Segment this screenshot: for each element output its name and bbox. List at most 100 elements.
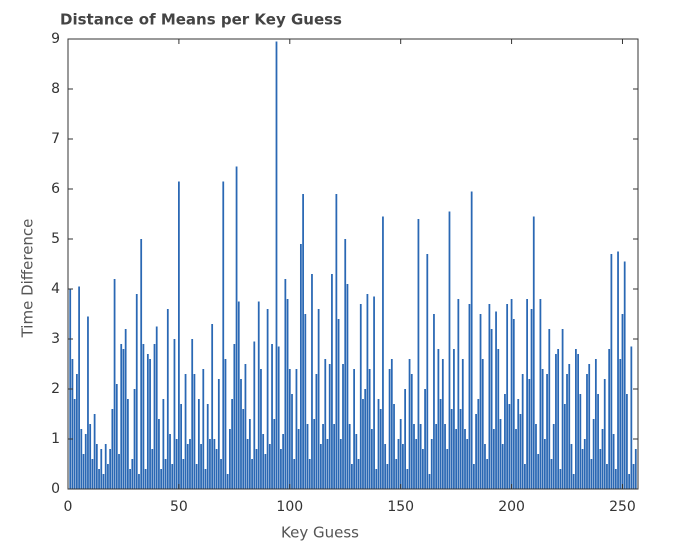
bar	[433, 314, 435, 489]
bar	[444, 424, 446, 489]
bar	[91, 459, 94, 489]
bar	[495, 311, 497, 489]
bar	[461, 359, 464, 489]
bar	[430, 439, 433, 489]
bar	[175, 439, 178, 489]
bar	[583, 439, 586, 489]
x-axis-label: Key Guess	[281, 524, 359, 542]
bar	[171, 464, 174, 489]
bar	[337, 319, 340, 489]
bar	[118, 454, 120, 489]
bar	[517, 399, 520, 489]
bar	[291, 394, 293, 489]
bar	[603, 379, 606, 489]
bar	[575, 349, 577, 489]
bar	[328, 364, 331, 489]
bar	[142, 344, 145, 489]
bar	[248, 419, 251, 489]
bar	[415, 439, 418, 489]
bar	[237, 301, 240, 489]
bar	[594, 359, 597, 489]
bar	[344, 239, 347, 489]
bar	[149, 359, 151, 489]
bar	[355, 434, 358, 489]
bar	[246, 439, 249, 489]
bar	[477, 399, 480, 489]
bar	[257, 301, 260, 489]
bar	[131, 459, 134, 489]
bar	[459, 409, 462, 489]
bar	[160, 469, 163, 489]
bar	[421, 449, 424, 489]
bar	[302, 194, 304, 489]
bar	[82, 454, 85, 489]
bar	[581, 449, 584, 489]
bar	[588, 364, 591, 489]
bar	[339, 439, 342, 489]
bar	[184, 374, 187, 489]
bar	[195, 464, 198, 489]
bar	[120, 344, 123, 489]
bar	[464, 429, 466, 489]
bar	[546, 374, 548, 489]
bar	[481, 359, 484, 489]
bar	[537, 454, 540, 489]
bar	[617, 251, 619, 489]
bar	[530, 309, 533, 489]
bar	[286, 299, 289, 489]
y-tick-label: 3	[51, 331, 60, 347]
bar	[87, 316, 89, 489]
bar	[306, 424, 309, 489]
chart-title: Distance of Means per Key Guess	[60, 11, 342, 29]
bar	[543, 439, 546, 489]
bar	[262, 434, 265, 489]
y-tick-label: 6	[51, 181, 60, 197]
bar	[211, 324, 214, 489]
y-axis-label: Time Difference	[19, 219, 37, 339]
bar	[213, 439, 216, 489]
bar	[457, 299, 460, 489]
bar	[122, 349, 125, 489]
bar	[180, 404, 182, 489]
bar	[386, 464, 389, 489]
bar	[439, 399, 442, 489]
bar	[408, 359, 411, 489]
bar	[322, 424, 324, 489]
bar	[393, 404, 395, 489]
bar	[417, 219, 420, 489]
bar	[288, 369, 291, 489]
bar	[524, 464, 526, 489]
bar	[572, 474, 575, 489]
bar	[501, 444, 504, 489]
bar	[282, 434, 285, 489]
bar	[138, 474, 140, 489]
bar	[590, 459, 593, 489]
bar	[215, 449, 218, 489]
bar	[193, 374, 196, 489]
bar	[390, 359, 393, 489]
bar	[475, 414, 477, 489]
bar	[126, 399, 129, 489]
bar	[308, 459, 311, 489]
bar	[634, 449, 637, 489]
y-tick-label: 7	[51, 131, 60, 147]
bar	[437, 349, 440, 489]
bar	[189, 439, 191, 489]
bar	[377, 399, 380, 489]
bar	[209, 439, 211, 489]
bar	[95, 444, 98, 489]
x-tick-label: 250	[609, 499, 636, 515]
bar	[220, 459, 222, 489]
bar	[441, 359, 444, 489]
bar	[115, 384, 118, 489]
bar	[608, 349, 611, 489]
bar	[370, 429, 373, 489]
bar	[251, 459, 253, 489]
bar	[253, 341, 256, 489]
bar	[395, 459, 398, 489]
bar	[601, 429, 604, 489]
bar	[453, 349, 455, 489]
bar	[606, 464, 608, 489]
bar	[311, 274, 313, 489]
bar	[204, 469, 207, 489]
